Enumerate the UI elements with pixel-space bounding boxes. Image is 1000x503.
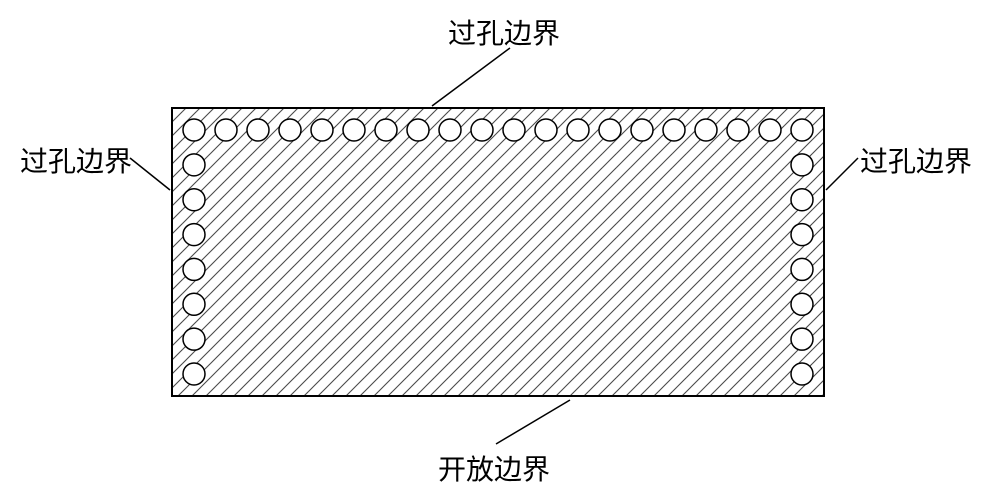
via-hole — [183, 224, 205, 246]
via-hole — [279, 119, 301, 141]
via-hole — [759, 119, 781, 141]
via-hole — [183, 258, 205, 280]
via-hole — [183, 154, 205, 176]
via-hole — [791, 189, 813, 211]
via-hole — [247, 119, 269, 141]
via-hole — [215, 119, 237, 141]
via-hole — [503, 119, 525, 141]
via-hole — [791, 293, 813, 315]
via-hole — [183, 328, 205, 350]
via-hole — [183, 189, 205, 211]
diagram-svg — [0, 0, 1000, 503]
via-hole — [183, 119, 205, 141]
via-hole — [343, 119, 365, 141]
substrate-rect — [172, 108, 824, 396]
via-hole — [407, 119, 429, 141]
via-hole — [535, 119, 557, 141]
via-hole — [183, 363, 205, 385]
via-hole — [791, 363, 813, 385]
via-hole — [567, 119, 589, 141]
via-hole — [183, 293, 205, 315]
diagram-wrapper: 过孔边界 过孔边界 过孔边界 开放边界 — [0, 0, 1000, 503]
via-hole — [695, 119, 717, 141]
via-hole — [663, 119, 685, 141]
via-hole — [791, 224, 813, 246]
via-hole — [375, 119, 397, 141]
via-hole — [599, 119, 621, 141]
via-hole — [727, 119, 749, 141]
via-hole — [791, 328, 813, 350]
via-hole — [791, 258, 813, 280]
via-hole — [471, 119, 493, 141]
via-hole — [791, 119, 813, 141]
via-hole — [631, 119, 653, 141]
via-hole — [439, 119, 461, 141]
via-hole — [311, 119, 333, 141]
via-hole — [791, 154, 813, 176]
